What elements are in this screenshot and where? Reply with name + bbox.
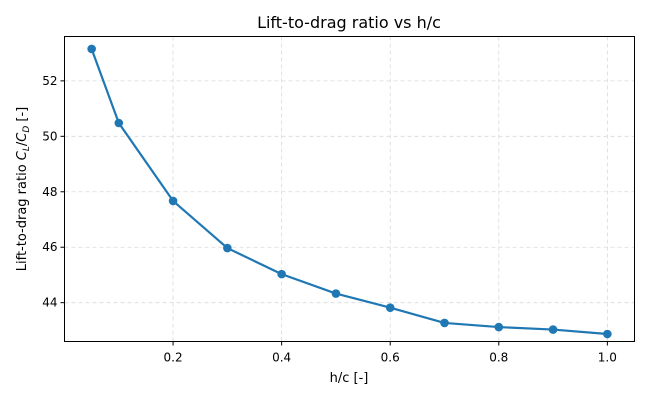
data-point xyxy=(548,325,558,334)
data-point xyxy=(168,196,178,206)
x-tick-label: 0.2 xyxy=(164,351,183,365)
y-tick-label: 44 xyxy=(42,296,57,310)
x-axis-ticks: 0.2 0.4 0.6 0.8 1.0 xyxy=(164,341,617,365)
data-point xyxy=(87,44,96,54)
chart-title: Lift-to-drag ratio vs h/c xyxy=(257,13,441,32)
data-point xyxy=(277,269,286,279)
y-axis-label-prefix: Lift-to-drag ratio xyxy=(15,160,30,271)
y-axis-label-cd-sub: D xyxy=(22,126,32,133)
y-tick-label: 48 xyxy=(42,185,57,199)
data-point xyxy=(114,118,124,128)
x-tick-label: 0.4 xyxy=(272,351,291,365)
y-tick-label: 52 xyxy=(42,74,57,88)
data-point xyxy=(223,243,232,253)
y-axis-label: Lift-to-drag ratio CL/CD [-] xyxy=(15,107,32,272)
data-point xyxy=(603,329,612,339)
x-tick-label: 0.6 xyxy=(381,351,400,365)
y-axis-label-cl-sub: L xyxy=(22,146,32,151)
y-axis-label-suffix: [-] xyxy=(15,107,30,126)
series-layer xyxy=(87,44,612,339)
x-axis-label: h/c [-] xyxy=(330,371,369,386)
plot-area-frame xyxy=(64,36,635,342)
data-point xyxy=(494,322,504,332)
x-tick-label: 1.0 xyxy=(598,351,617,365)
x-tick-label: 0.8 xyxy=(489,351,508,365)
y-axis-label-slash: / xyxy=(15,141,30,146)
y-axis-ticks: 44 46 48 50 52 xyxy=(42,74,65,310)
y-tick-label: 50 xyxy=(42,129,57,143)
grid-lines xyxy=(64,36,635,342)
y-axis-label-cl: C xyxy=(15,150,30,160)
y-tick-label: 46 xyxy=(42,240,57,254)
y-axis-label-cd: C xyxy=(15,132,30,142)
data-point xyxy=(385,303,395,312)
data-point xyxy=(331,289,341,298)
data-point xyxy=(440,318,449,328)
